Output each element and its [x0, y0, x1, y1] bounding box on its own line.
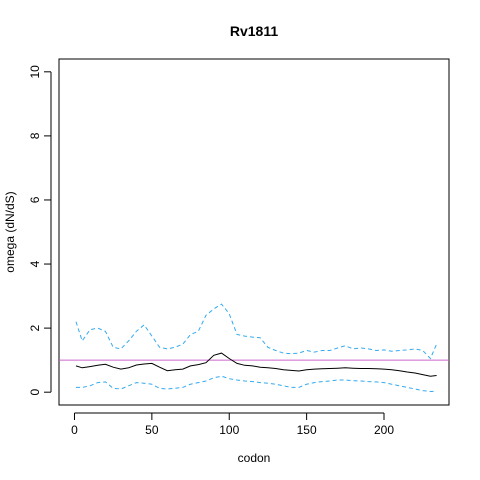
chart-title: Rv1811 [230, 23, 278, 39]
y-tick-label: 10 [28, 65, 42, 79]
y-axis-label: omega (dN/dS) [3, 191, 17, 272]
x-tick-label: 50 [145, 423, 159, 437]
y-tick-label: 8 [28, 132, 42, 139]
y-tick-label: 0 [28, 389, 42, 396]
plot-frame [58, 58, 450, 406]
x-tick-label: 200 [374, 423, 394, 437]
series-line-lower-bound [76, 375, 437, 393]
x-tick-label: 100 [219, 423, 239, 437]
y-tick-label: 6 [28, 196, 42, 203]
y-tick-label: 2 [28, 324, 42, 331]
series-line-estimate [75, 352, 437, 377]
series-line-upper-bound [75, 303, 438, 360]
x-tick-label: 150 [297, 423, 317, 437]
y-tick-label: 4 [28, 260, 42, 267]
x-axis-label: codon [238, 451, 271, 465]
x-tick-label: 0 [71, 423, 78, 437]
